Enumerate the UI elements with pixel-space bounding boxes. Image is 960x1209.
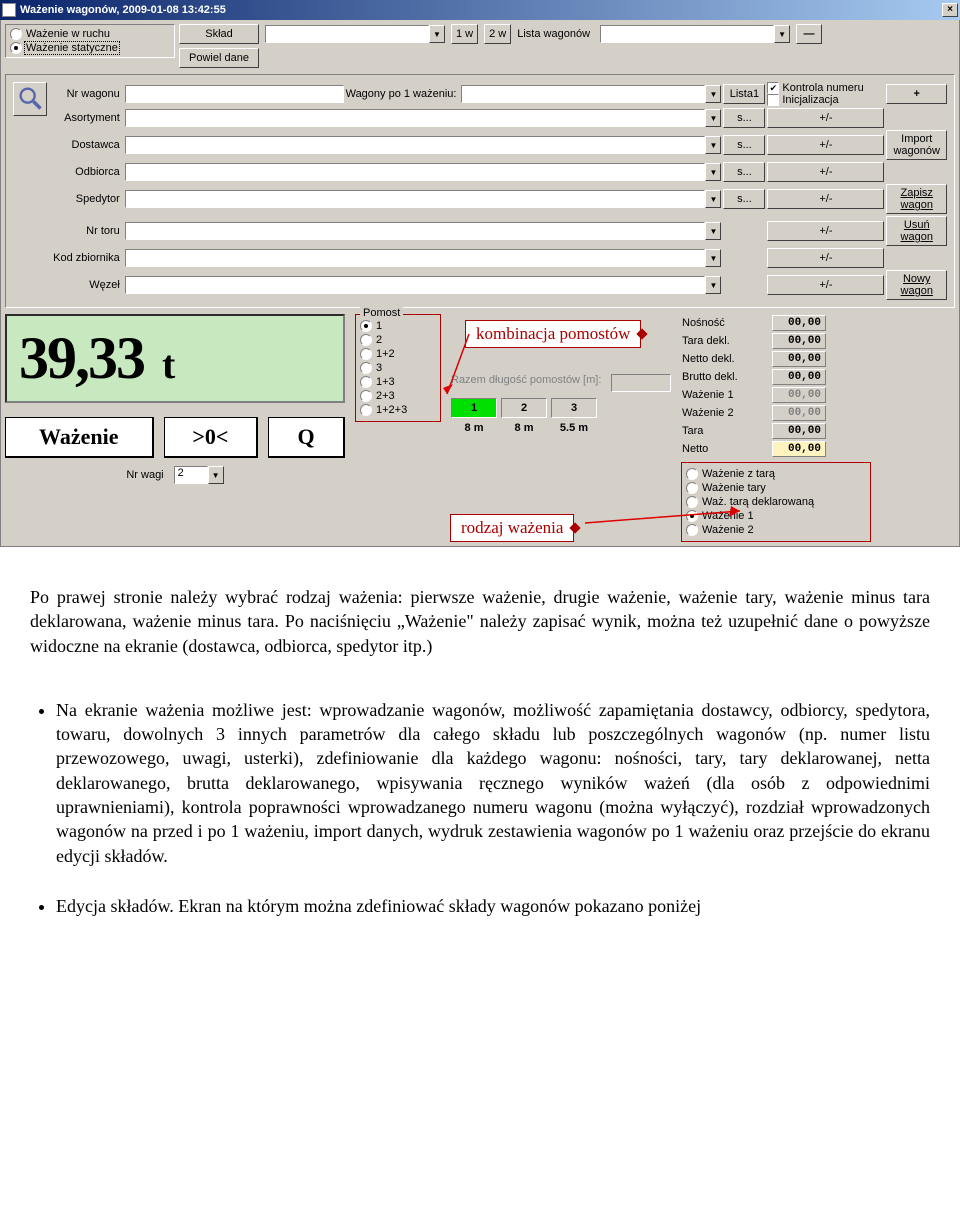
lista1-button[interactable]: Lista1 [723,84,765,104]
odbiorca-label: Odbiorca [50,161,124,183]
pm-odbiorca[interactable]: +/- [767,162,884,182]
nr-toru-combo[interactable]: ▼ [125,222,722,240]
s-asortyment[interactable]: s... [723,108,765,128]
platform-2-length: 8 m [501,422,547,434]
powiel-dane-button[interactable]: Powiel dane [179,48,259,68]
pomost-opt-3[interactable]: 3 [360,361,436,375]
razem-input [611,374,671,392]
window-titlebar: Ważenie wagonów, 2009-01-08 13:42:55 × [0,0,960,20]
pomost-title: Pomost [360,307,403,319]
pm-spedytor[interactable]: +/- [767,189,884,209]
zero-button[interactable]: >0< [164,417,259,458]
import-wagonow-button[interactable]: Import wagonów [886,130,947,160]
document-text: Po prawej stronie należy wybrać rodzaj w… [0,547,960,974]
pomost-opt-2[interactable]: 2 [360,333,436,347]
w2-button[interactable]: 2 w [484,24,511,44]
nr-wagi-label: Nr wagi [126,469,167,481]
dostawca-label: Dostawca [50,129,124,161]
pomost-opt-1+2[interactable]: 1+2 [360,347,436,361]
search-icon [16,84,44,115]
pomost-opt-1[interactable]: 1 [360,319,436,333]
razem-dlugosc-label: Razem długość pomostów [m]: [451,374,671,392]
odbiorca-combo[interactable]: ▼ [125,163,722,181]
s-odbiorca[interactable]: s... [723,162,765,182]
app-icon [2,3,16,17]
lista-wagonow-combo[interactable]: ▼ [600,25,790,43]
pomost-group: Pomost 121+231+32+31+2+3 [355,314,441,422]
pm-nrtoru[interactable]: +/- [767,221,884,241]
s-dostawca[interactable]: s... [723,135,765,155]
kod-zbiornika-combo[interactable]: ▼ [125,249,722,267]
radio-wazenie-statyczne[interactable]: Ważenie statyczne [10,41,170,55]
rodzaj-opt-2[interactable]: Waż. tarą deklarowaną [686,495,866,509]
nr-toru-label: Nr toru [50,215,124,247]
wazenie-button[interactable]: Ważenie [5,417,154,458]
kod-zbiornika-label: Kod zbiornika [50,247,124,269]
pm-wezel[interactable]: +/- [767,275,884,295]
zapisz-wagon-button[interactable]: Zapisz wagon [886,184,947,214]
weight-display: 39,33t [5,314,345,403]
window-title: Ważenie wagonów, 2009-01-08 13:42:55 [20,4,942,16]
nowy-wagon-button[interactable]: Nowy wagon [886,270,947,300]
asortyment-label: Asortyment [50,107,124,129]
nr-wagonu-label: Nr wagonu [50,81,124,107]
wagony-po-label: Wagony po 1 ważeniu: [345,81,461,107]
radio-wazenie-ruchu[interactable]: Ważenie w ruchu [10,27,170,41]
callout-rodzaj: rodzaj ważenia [450,514,574,542]
nosnosc-value: 00,00 [772,315,826,331]
spedytor-label: Spedytor [50,183,124,215]
rodzaj-opt-1[interactable]: Ważenie tary [686,481,866,495]
pomost-opt-2+3[interactable]: 2+3 [360,389,436,403]
pomost-opt-1+3[interactable]: 1+3 [360,375,436,389]
wagony-po-combo[interactable]: ▼ [461,85,721,103]
pomost-opt-1+2+3[interactable]: 1+2+3 [360,403,436,417]
usun-wagon-button[interactable]: Usuń wagon [886,216,947,246]
callout-kombinacja: kombinacja pomostów [465,320,641,348]
lista-wagonow-label: Lista wagonów [517,28,594,40]
platform-2-cell[interactable]: 2 [501,398,547,418]
inicjal-checkbox[interactable]: Inicjalizacja [767,94,884,106]
search-button[interactable] [13,82,47,116]
arrow-kombinacja [445,334,475,434]
wezel-label: Węzeł [50,269,124,301]
nr-wagonu-input[interactable] [125,85,344,103]
nr-wagi-combo[interactable]: 2▼ [174,466,224,484]
arrow-rodzaj [585,509,755,539]
sklad-button[interactable]: Skład [179,24,259,44]
wezel-combo[interactable]: ▼ [125,276,722,294]
platform-3-cell[interactable]: 3 [551,398,597,418]
w1-button[interactable]: 1 w [451,24,478,44]
asortyment-combo[interactable]: ▼ [125,109,722,127]
q-button[interactable]: Q [268,417,345,458]
rodzaj-opt-0[interactable]: Ważenie z tarą [686,467,866,481]
spedytor-combo[interactable]: ▼ [125,190,722,208]
kontrola-checkbox[interactable]: ✔Kontrola numeru [767,82,884,94]
nosnosc-label: Nośność [681,314,771,332]
dostawca-combo[interactable]: ▼ [125,136,722,154]
sklad-combo[interactable]: ▼ [265,25,445,43]
minus-button[interactable]: — [796,24,822,44]
pm-kod[interactable]: +/- [767,248,884,268]
s-spedytor[interactable]: s... [723,189,765,209]
plus-button[interactable]: + [886,84,947,104]
close-button[interactable]: × [942,3,958,17]
pm-dostawca[interactable]: +/- [767,135,884,155]
pm-asortyment[interactable]: +/- [767,108,884,128]
platform-3-length: 5.5 m [551,422,597,434]
